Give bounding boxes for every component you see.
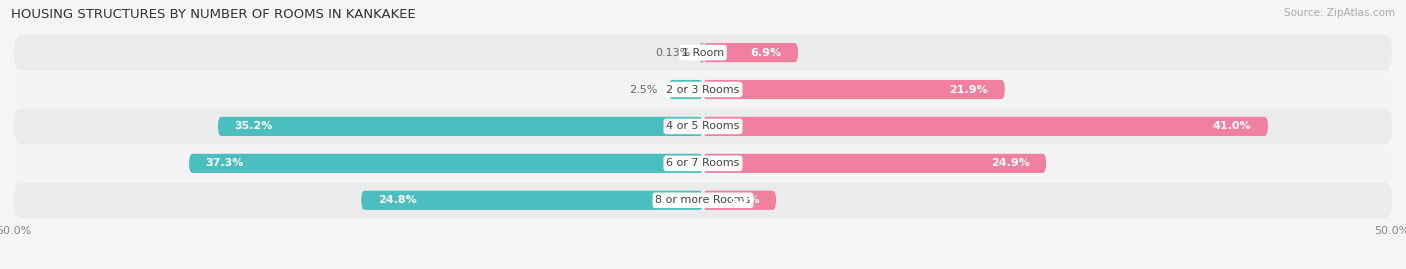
FancyBboxPatch shape xyxy=(669,80,703,99)
FancyBboxPatch shape xyxy=(703,80,1005,99)
Text: 8 or more Rooms: 8 or more Rooms xyxy=(655,195,751,205)
FancyBboxPatch shape xyxy=(188,154,703,173)
FancyBboxPatch shape xyxy=(14,35,1392,70)
FancyBboxPatch shape xyxy=(703,191,776,210)
Text: 2.5%: 2.5% xyxy=(628,84,658,94)
Text: 6 or 7 Rooms: 6 or 7 Rooms xyxy=(666,158,740,168)
FancyBboxPatch shape xyxy=(703,117,1268,136)
FancyBboxPatch shape xyxy=(14,183,1392,218)
FancyBboxPatch shape xyxy=(14,109,1392,144)
Text: 24.8%: 24.8% xyxy=(378,195,416,205)
Text: 1 Room: 1 Room xyxy=(682,48,724,58)
Text: 35.2%: 35.2% xyxy=(235,121,273,132)
Text: 21.9%: 21.9% xyxy=(949,84,988,94)
FancyBboxPatch shape xyxy=(218,117,703,136)
FancyBboxPatch shape xyxy=(14,72,1392,107)
Text: HOUSING STRUCTURES BY NUMBER OF ROOMS IN KANKAKEE: HOUSING STRUCTURES BY NUMBER OF ROOMS IN… xyxy=(11,8,416,21)
FancyBboxPatch shape xyxy=(703,154,1046,173)
Text: 2 or 3 Rooms: 2 or 3 Rooms xyxy=(666,84,740,94)
Text: 0.13%: 0.13% xyxy=(655,48,690,58)
FancyBboxPatch shape xyxy=(703,43,799,62)
FancyBboxPatch shape xyxy=(361,191,703,210)
Text: Source: ZipAtlas.com: Source: ZipAtlas.com xyxy=(1284,8,1395,18)
FancyBboxPatch shape xyxy=(699,43,704,62)
Text: 24.9%: 24.9% xyxy=(991,158,1029,168)
Text: 37.3%: 37.3% xyxy=(205,158,245,168)
Text: 5.3%: 5.3% xyxy=(728,195,759,205)
FancyBboxPatch shape xyxy=(14,146,1392,181)
Text: 6.9%: 6.9% xyxy=(751,48,782,58)
Text: 41.0%: 41.0% xyxy=(1213,121,1251,132)
Text: 4 or 5 Rooms: 4 or 5 Rooms xyxy=(666,121,740,132)
